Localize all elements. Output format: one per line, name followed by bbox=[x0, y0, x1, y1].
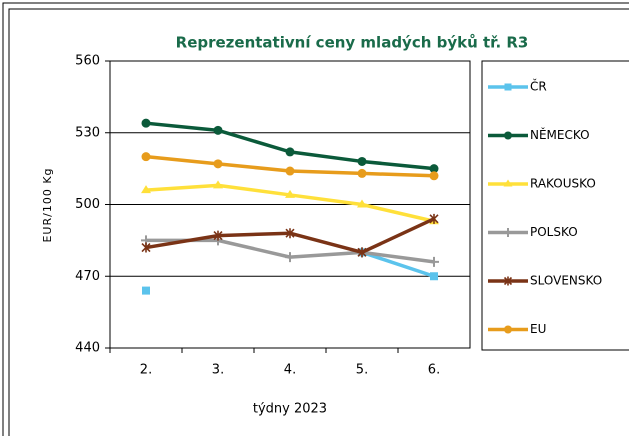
x-tick-label: 2. bbox=[140, 363, 152, 378]
marker bbox=[429, 256, 439, 267]
legend-label: NĚMECKO bbox=[530, 127, 590, 142]
marker bbox=[285, 228, 295, 239]
legend-label: RAKOUSKO bbox=[530, 177, 596, 191]
marker bbox=[141, 185, 151, 194]
marker bbox=[141, 152, 151, 162]
marker bbox=[285, 166, 295, 176]
marker bbox=[429, 171, 439, 181]
marker bbox=[141, 118, 151, 128]
marker bbox=[430, 272, 438, 281]
marker bbox=[504, 131, 512, 140]
marker bbox=[357, 199, 367, 208]
legend-box bbox=[481, 60, 629, 351]
x-tick-label: 3. bbox=[212, 363, 224, 378]
y-axis-label: EUR/100 Kg bbox=[41, 167, 54, 242]
y-tick-label: 470 bbox=[75, 269, 100, 284]
marker bbox=[503, 276, 513, 286]
marker bbox=[285, 147, 295, 157]
marker bbox=[213, 230, 223, 241]
marker bbox=[285, 189, 295, 198]
series-line bbox=[361, 250, 435, 278]
y-tick-label: 500 bbox=[75, 197, 100, 212]
legend-label: SLOVENSKO bbox=[530, 274, 602, 288]
x-tick-label: 4. bbox=[284, 363, 296, 378]
marker bbox=[503, 179, 513, 187]
marker bbox=[357, 156, 367, 166]
marker bbox=[213, 159, 223, 169]
chart-frame bbox=[8, 8, 629, 436]
x-tick-label: 5. bbox=[356, 363, 368, 378]
marker bbox=[504, 325, 512, 334]
marker bbox=[429, 213, 439, 224]
x-tick-label: 6. bbox=[428, 363, 440, 378]
marker bbox=[141, 242, 151, 253]
marker bbox=[213, 180, 223, 189]
x-axis-label: týdny 2023 bbox=[253, 402, 327, 417]
legend-label: ČR bbox=[530, 79, 547, 94]
legend-label: POLSKO bbox=[530, 225, 578, 239]
chart-title: Reprezentativní ceny mladých býků tř. R3 bbox=[176, 34, 529, 52]
marker bbox=[503, 228, 513, 237]
legend-label: EU bbox=[530, 322, 546, 336]
marker bbox=[357, 247, 367, 258]
marker bbox=[142, 286, 150, 295]
y-tick-label: 530 bbox=[75, 125, 100, 140]
marker bbox=[504, 83, 512, 91]
marker bbox=[285, 252, 295, 263]
marker bbox=[357, 168, 367, 178]
y-tick-label: 440 bbox=[75, 341, 100, 356]
y-tick-label: 560 bbox=[75, 54, 100, 69]
marker bbox=[429, 164, 439, 174]
marker bbox=[213, 125, 223, 135]
